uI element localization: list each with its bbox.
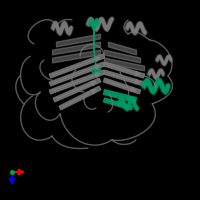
Polygon shape [103, 90, 137, 102]
Polygon shape [103, 98, 133, 110]
Polygon shape [49, 54, 105, 78]
Polygon shape [49, 70, 105, 94]
Polygon shape [103, 70, 145, 86]
Polygon shape [103, 78, 141, 94]
Polygon shape [53, 78, 101, 102]
Polygon shape [49, 62, 105, 86]
Polygon shape [103, 62, 145, 78]
Polygon shape [59, 86, 101, 110]
